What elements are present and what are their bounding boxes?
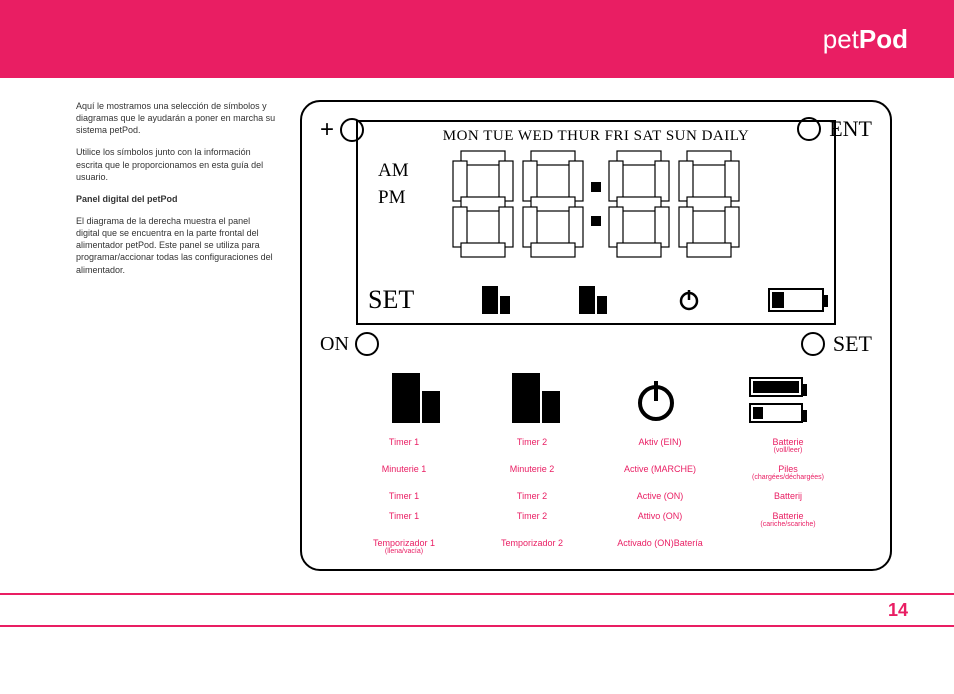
set-button[interactable] [801,332,825,356]
label-r5c1: Temporizador 1(llena/vacía) [340,538,468,555]
time-digits [368,149,824,259]
label-r3c4: Batterij [724,491,852,501]
ampm-labels: AM PM [378,158,409,211]
set-label: SET [833,331,872,357]
footer: 14 [0,593,954,627]
label-r4c4: Batterie(cariche/scariche) [724,511,852,528]
footer-rule-bottom [0,625,954,627]
timer1-icon [482,286,512,314]
label-r5c2: Temporizador 2 [468,538,596,555]
power-icon [677,288,701,312]
label-r2c2: Minuterie 2 [468,464,596,481]
label-r5c3: Activado (ON)Batería [596,538,724,555]
left-column: Aquí le mostramos una selección de símbo… [76,100,276,571]
label-r4c2: Timer 2 [468,511,596,528]
lcd-screen: MON TUE WED THUR FRI SAT SUN DAILY AM PM… [356,120,836,325]
digit-1 [451,149,515,259]
content-area: Aquí le mostramos una selección de símbo… [0,78,954,571]
label-r1c1: Timer 1 [340,437,468,454]
label-r5c4 [724,538,852,555]
brand-logo: petPod [823,24,908,55]
colon [591,182,601,226]
digit-3 [607,149,671,259]
page-number: 14 [888,600,908,621]
timer2-icon [579,286,609,314]
set-label-screen: SET [368,285,414,315]
brand-part2: Pod [859,24,908,54]
label-r2c4: Piles(chargées/déchargées) [724,464,852,481]
label-r2c3: Active (MARCHE) [596,464,724,481]
legend-labels: Timer 1 Timer 2 Aktiv (EIN) Batterie(vol… [340,437,852,555]
legend-battery-icons [749,377,803,423]
label-r1c4: Batterie(voll/leer) [724,437,852,454]
lcd-panel: + ENT MON TUE WED THUR FRI SAT SUN DAILY… [300,100,892,571]
bottom-button-row: ON SET [320,331,872,357]
screen-bottom-row: SET [368,285,824,315]
on-button-group: ON [320,332,379,356]
label-r2c1: Minuterie 1 [340,464,468,481]
label-r3c2: Timer 2 [468,491,596,501]
digit-4 [677,149,741,259]
legend-power-icon [634,379,678,423]
label-r3c1: Timer 1 [340,491,468,501]
legend-icons-row [356,373,836,423]
label-r1c2: Timer 2 [468,437,596,454]
footer-bar: 14 [0,595,954,625]
label-r1c3: Aktiv (EIN) [596,437,724,454]
am-label: AM [378,158,409,185]
days-row: MON TUE WED THUR FRI SAT SUN DAILY [368,128,824,145]
legend-timer2-icon [512,373,560,423]
intro-p3: El diagrama de la derecha muestra el pan… [76,215,276,276]
legend-timer1-icon [392,373,440,423]
pm-label: PM [378,185,409,212]
on-button[interactable] [355,332,379,356]
right-column: + ENT MON TUE WED THUR FRI SAT SUN DAILY… [300,100,908,571]
section-heading: Panel digital del petPod [76,193,276,205]
intro-p2: Utilice los símbolos junto con la inform… [76,146,276,182]
on-label: ON [320,333,349,356]
intro-p1: Aquí le mostramos una selección de símbo… [76,100,276,136]
label-r4c1: Timer 1 [340,511,468,528]
brand-part1: pet [823,24,859,54]
label-r3c3: Active (ON) [596,491,724,501]
header-bar: petPod [0,0,954,78]
digit-2 [521,149,585,259]
label-r4c3: Attivo (ON) [596,511,724,528]
battery-icon [768,288,824,312]
set-button-group: SET [801,331,872,357]
